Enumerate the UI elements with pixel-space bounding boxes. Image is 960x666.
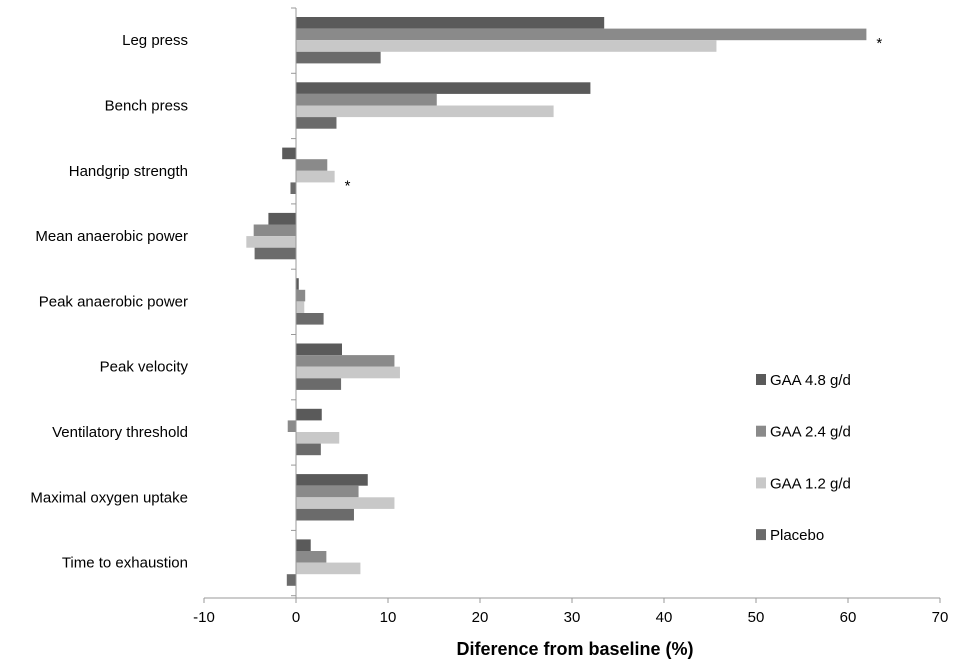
bar-leg-press-gaa-2-4-g-d <box>296 28 867 41</box>
bar-peak-velocity-placebo <box>296 378 342 390</box>
bar-mean-anaerobic-power-placebo <box>254 247 296 260</box>
bar-leg-press-gaa-4-8-g-d <box>296 17 605 29</box>
bar-ventilatory-threshold-gaa-2-4-g-d <box>287 420 296 432</box>
x-ticks: -10 0 10 20 30 40 50 60 70 <box>193 598 948 626</box>
x-tick-label: 60 <box>840 609 857 626</box>
bar-maximal-oxygen-uptake-gaa-4-8-g-d <box>296 474 368 486</box>
bar-peak-anaerobic-power-gaa-4-8-g-d <box>296 278 299 290</box>
x-tick-label: -10 <box>193 609 215 626</box>
category-label-bench-press: Bench press <box>105 98 188 115</box>
bar-time-to-exhaustion-placebo <box>286 574 296 586</box>
bar-handgrip-strength-placebo <box>290 182 296 194</box>
legend-swatch-gaa-2-4-g-d <box>756 425 766 437</box>
legend-label-gaa-2-4-g-d: GAA 2.4 g/d <box>770 424 851 441</box>
category-label-ventilatory-threshold: Ventilatory threshold <box>52 424 188 441</box>
bar-time-to-exhaustion-gaa-1-2-g-d <box>296 562 361 575</box>
bar-peak-velocity-gaa-1-2-g-d <box>296 366 400 379</box>
bar-maximal-oxygen-uptake-gaa-1-2-g-d <box>296 497 395 509</box>
bar-bench-press-gaa-4-8-g-d <box>296 82 591 94</box>
legend-label-placebo: Placebo <box>770 527 824 544</box>
category-label-handgrip-strength: Handgrip strength <box>69 163 188 180</box>
legend: GAA 4.8 g/d GAA 2.4 g/d GAA 1.2 g/d Placebo <box>756 372 851 544</box>
category-labels: Leg press Bench press Handgrip strength Mea… <box>30 32 188 571</box>
category-label-mean-anaerobic-power: Mean anaerobic power <box>35 228 188 245</box>
bar-mean-anaerobic-power-gaa-1-2-g-d <box>246 236 296 248</box>
legend-label-gaa-4-8-g-d: GAA 4.8 g/d <box>770 372 851 389</box>
x-axis-title: Diference from baseline (%) <box>456 639 693 659</box>
bar-bench-press-placebo <box>296 117 337 129</box>
significance-marker-handgrip-strength: * <box>345 177 351 194</box>
x-tick-label: 20 <box>472 609 489 626</box>
bar-peak-anaerobic-power-placebo <box>296 313 324 325</box>
bar-maximal-oxygen-uptake-gaa-2-4-g-d <box>296 485 359 498</box>
legend-swatch-gaa-4-8-g-d <box>756 374 766 385</box>
bar-mean-anaerobic-power-gaa-2-4-g-d <box>253 224 296 237</box>
category-label-maximal-oxygen-uptake: Maximal oxygen uptake <box>30 489 188 506</box>
x-tick-label: 30 <box>564 609 581 626</box>
x-tick-label: 0 <box>292 609 300 626</box>
legend-swatch-gaa-1-2-g-d <box>756 477 766 489</box>
bar-peak-velocity-gaa-2-4-g-d <box>296 355 395 367</box>
bar-peak-anaerobic-power-gaa-1-2-g-d <box>296 301 305 313</box>
annotations: ** <box>345 35 883 194</box>
legend-label-gaa-1-2-g-d: GAA 1.2 g/d <box>770 475 851 492</box>
bars-group <box>246 17 867 586</box>
bar-handgrip-strength-gaa-4-8-g-d <box>282 147 296 160</box>
bar-leg-press-gaa-1-2-g-d <box>296 40 717 52</box>
bar-mean-anaerobic-power-gaa-4-8-g-d <box>268 212 296 225</box>
x-tick-label: 10 <box>380 609 397 626</box>
x-tick-label: 70 <box>932 609 949 626</box>
bar-ventilatory-threshold-placebo <box>296 443 321 456</box>
bar-peak-anaerobic-power-gaa-2-4-g-d <box>296 289 306 302</box>
x-tick-label: 50 <box>748 609 765 626</box>
bar-bench-press-gaa-2-4-g-d <box>296 93 437 106</box>
bar-ventilatory-threshold-gaa-1-2-g-d <box>296 432 340 444</box>
bar-time-to-exhaustion-gaa-4-8-g-d <box>296 539 311 551</box>
legend-swatch-placebo <box>756 529 766 541</box>
bar-leg-press-placebo <box>296 51 381 64</box>
bar-peak-velocity-gaa-4-8-g-d <box>296 343 342 356</box>
category-label-time-to-exhaustion: Time to exhaustion <box>62 555 188 572</box>
x-tick-label: 40 <box>656 609 673 626</box>
bar-handgrip-strength-gaa-1-2-g-d <box>296 170 335 183</box>
category-label-peak-velocity: Peak velocity <box>100 359 189 376</box>
bar-bench-press-gaa-1-2-g-d <box>296 105 554 118</box>
category-label-peak-anaerobic-power: Peak anaerobic power <box>39 293 188 310</box>
category-label-leg-press: Leg press <box>122 32 188 49</box>
significance-marker-leg-press: * <box>876 35 882 52</box>
bar-handgrip-strength-gaa-2-4-g-d <box>296 159 328 171</box>
bar-time-to-exhaustion-gaa-2-4-g-d <box>296 551 327 563</box>
bar-maximal-oxygen-uptake-placebo <box>296 508 354 521</box>
bar-ventilatory-threshold-gaa-4-8-g-d <box>296 408 322 421</box>
